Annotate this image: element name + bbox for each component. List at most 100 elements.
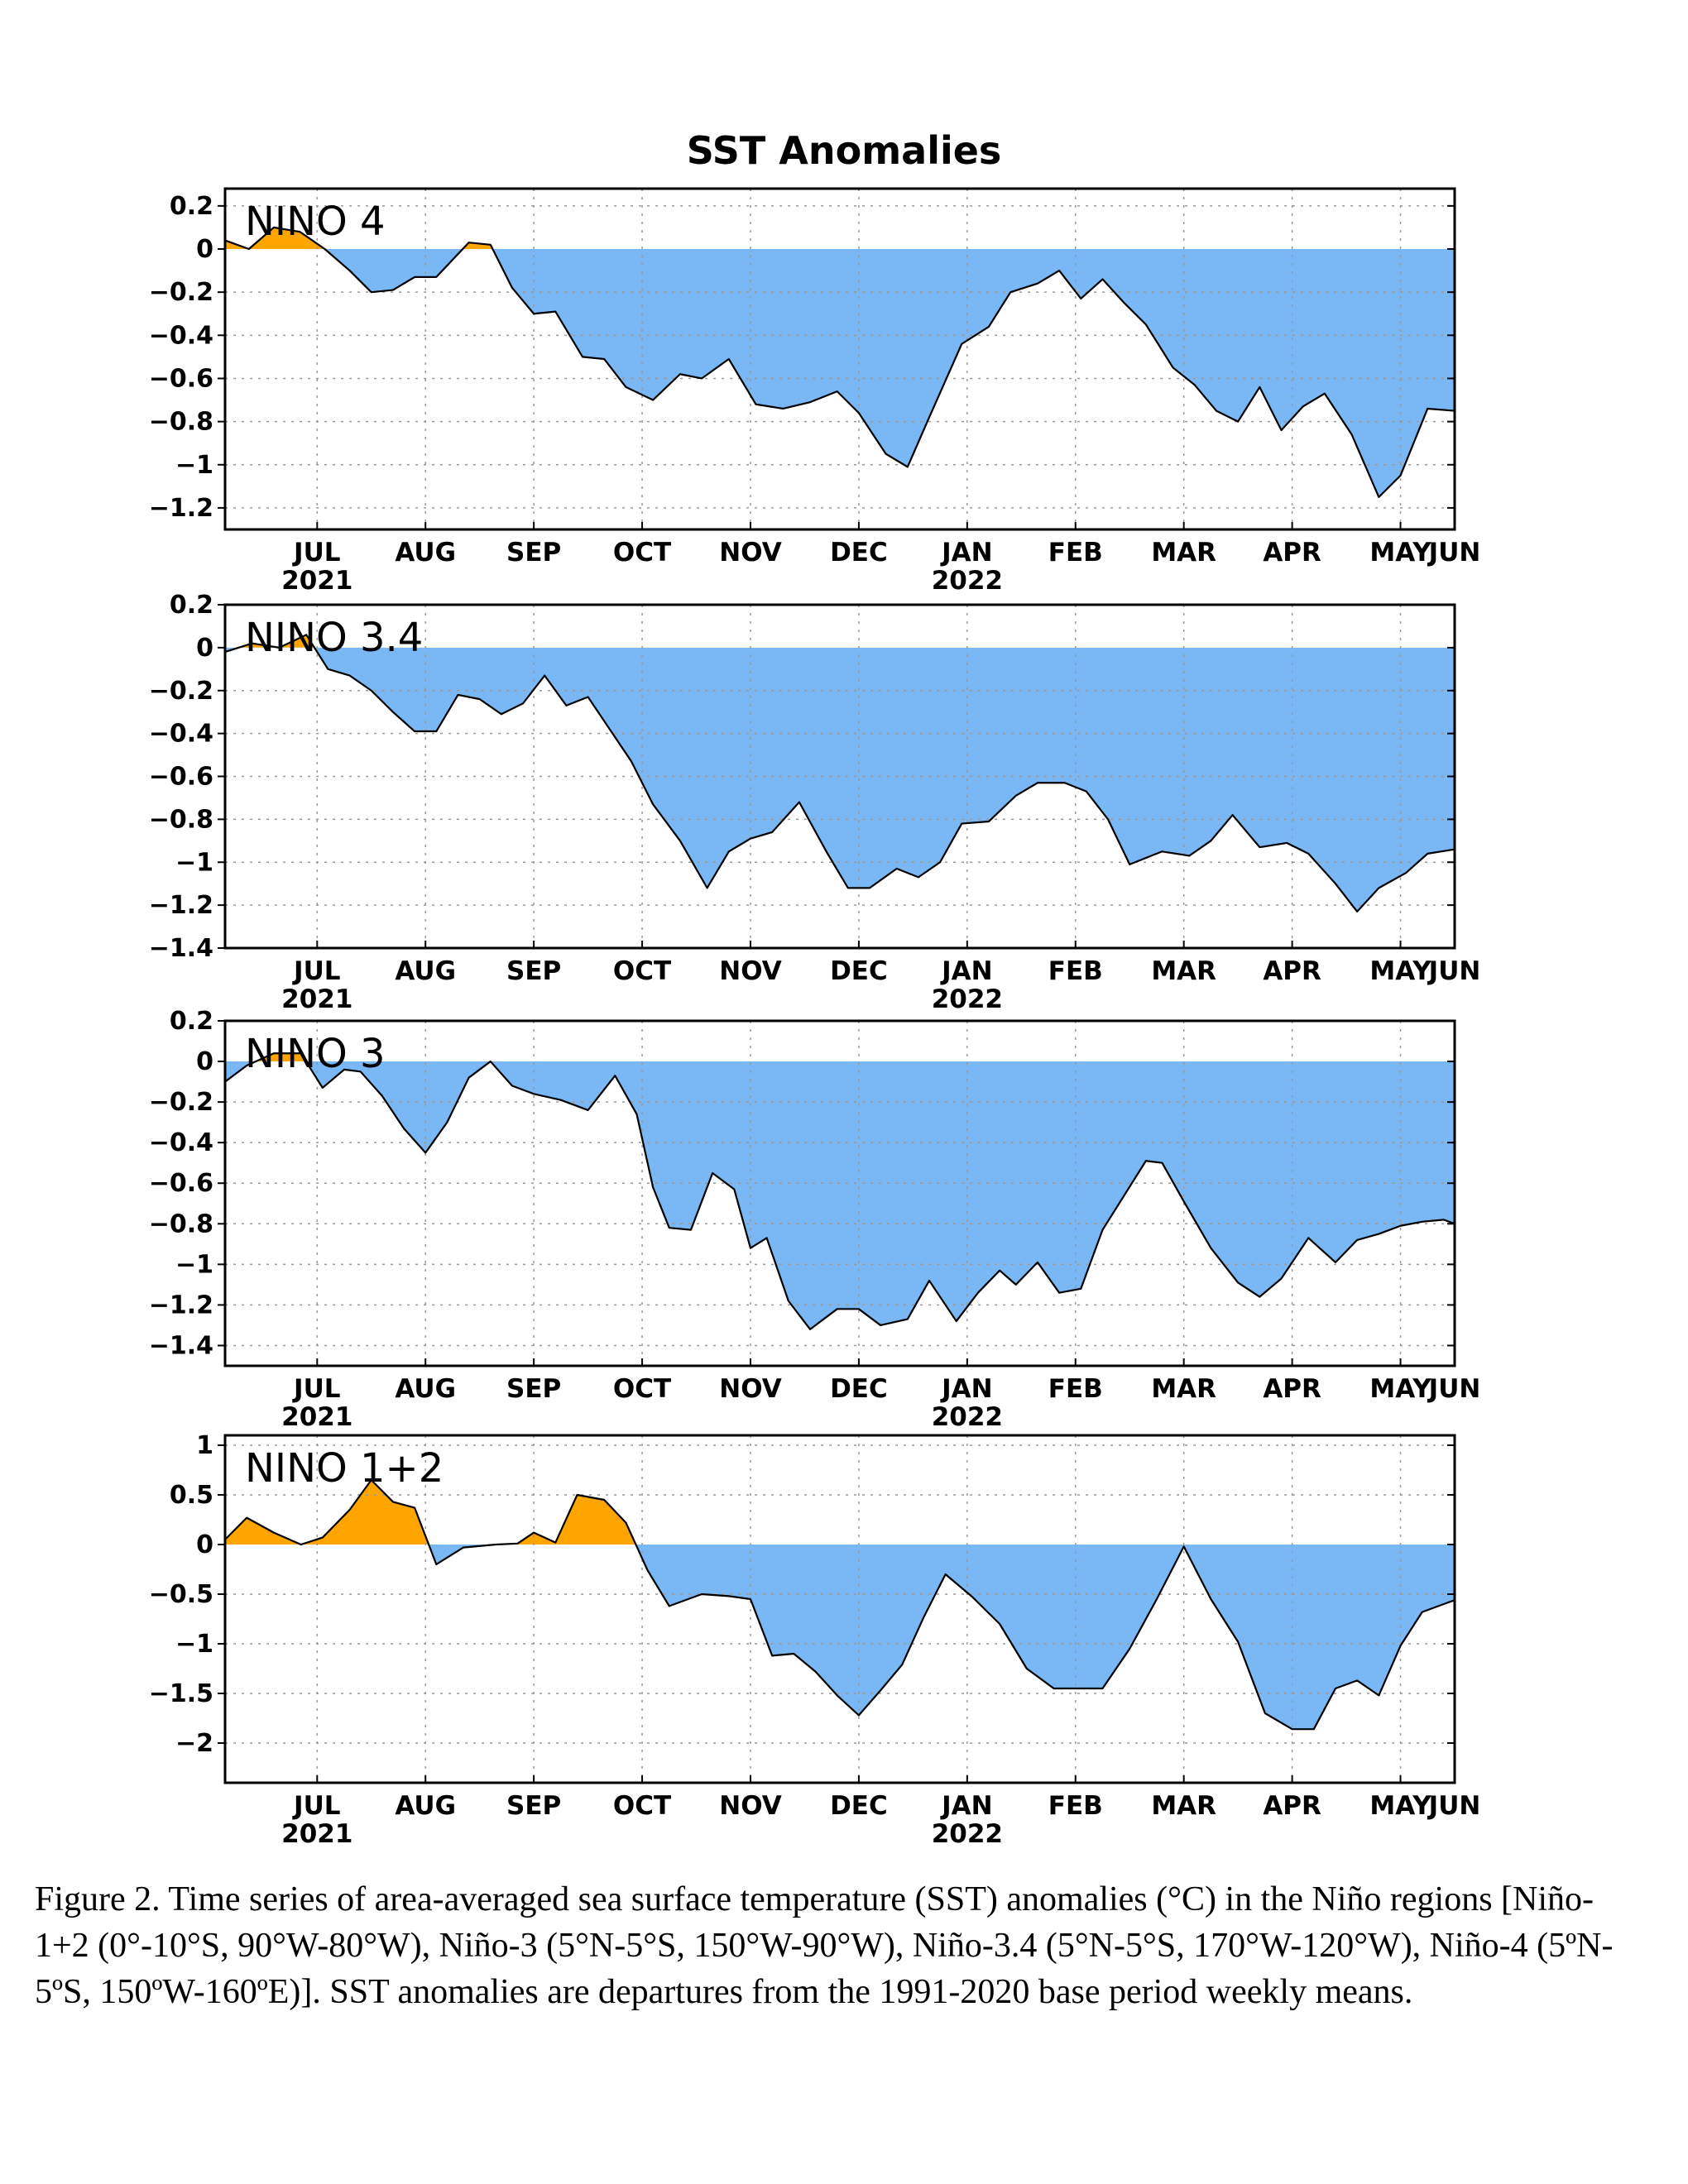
x-tick-year-label: 2021 <box>281 984 352 1014</box>
y-tick-label: −1 <box>175 451 213 480</box>
panel-title: NINO 4 <box>245 199 386 245</box>
x-tick-label: DEC <box>830 1374 888 1404</box>
plot-frame <box>223 187 1456 531</box>
x-tick-year-label: 2022 <box>932 1402 1003 1432</box>
plot-frame <box>223 1019 1456 1367</box>
y-tick-label: −1 <box>175 1250 213 1279</box>
x-tick-label: APR <box>1263 1374 1321 1404</box>
x-tick-label: MAR <box>1151 956 1216 986</box>
y-tick-label: 0.5 <box>170 1481 213 1510</box>
x-tick-label: MAR <box>1151 538 1216 568</box>
y-tick-label: −1.4 <box>149 934 213 963</box>
x-tick-label: DEC <box>830 538 888 568</box>
y-tick-label: −1.2 <box>149 494 213 523</box>
y-tick-label: −0.2 <box>149 677 213 706</box>
x-tick-label: JAN <box>940 1374 992 1404</box>
figure-title: SST Anomalies <box>687 128 1002 173</box>
positive-anomaly-area <box>256 1053 306 1062</box>
y-tick-label: 0.2 <box>170 591 213 620</box>
x-tick-label: JUN <box>1427 1791 1481 1821</box>
y-tick-label: 0 <box>196 1047 213 1076</box>
x-tick-label: JUL <box>292 956 340 986</box>
x-tick-label: APR <box>1263 1791 1321 1821</box>
y-tick-label: −0.4 <box>149 1128 213 1157</box>
x-tick-year-label: 2021 <box>281 1402 352 1432</box>
x-tick-label: FEB <box>1048 538 1103 568</box>
y-tick-label: −1.2 <box>149 1291 213 1320</box>
negative-anomaly-area <box>225 249 1455 497</box>
x-tick-label: AUG <box>395 538 456 568</box>
y-tick-label: −0.6 <box>149 364 213 393</box>
y-tick-label: −0.6 <box>149 1169 213 1198</box>
y-tick-label: −0.4 <box>149 321 213 350</box>
x-tick-label: FEB <box>1048 956 1103 986</box>
x-tick-year-label: 2022 <box>932 1819 1003 1849</box>
x-tick-label: APR <box>1263 956 1321 986</box>
x-tick-label: SEP <box>506 1791 561 1821</box>
x-tick-label: DEC <box>830 1791 888 1821</box>
y-tick-label: −1.4 <box>149 1331 213 1360</box>
x-tick-label: JUN <box>1427 956 1481 986</box>
x-tick-label: JUL <box>292 1791 340 1821</box>
y-tick-label: 0 <box>196 1530 213 1559</box>
y-tick-label: −0.5 <box>149 1580 213 1609</box>
y-tick-label: 0.2 <box>170 192 213 221</box>
y-tick-label: −2 <box>175 1729 213 1758</box>
y-tick-label: −0.2 <box>149 278 213 307</box>
x-tick-label: JUL <box>292 538 340 568</box>
x-tick-label: AUG <box>395 956 456 986</box>
y-tick-label: −1.2 <box>149 891 213 920</box>
x-tick-label: JUL <box>292 1374 340 1404</box>
y-tick-label: 0.2 <box>170 1007 213 1036</box>
x-tick-label: JUN <box>1427 538 1481 568</box>
x-tick-label: OCT <box>613 956 671 986</box>
negative-anomaly-area <box>225 1545 1455 1730</box>
y-tick-label: −0.2 <box>149 1088 213 1117</box>
negative-anomaly-area <box>225 647 1455 912</box>
x-tick-label: MAR <box>1151 1374 1216 1404</box>
x-tick-label: NOV <box>719 956 781 986</box>
x-tick-label: SEP <box>506 1374 561 1404</box>
x-tick-label: JAN <box>940 1791 992 1821</box>
x-tick-label: JAN <box>940 956 992 986</box>
x-tick-label: AUG <box>395 1374 456 1404</box>
x-tick-label: FEB <box>1048 1791 1103 1821</box>
x-tick-label: MAY <box>1369 1374 1431 1404</box>
x-tick-label: FEB <box>1048 1374 1103 1404</box>
x-tick-label: DEC <box>830 956 888 986</box>
x-tick-year-label: 2022 <box>932 566 1003 596</box>
anomaly-series-line <box>225 226 1455 498</box>
figure-caption: Figure 2. Time series of area-averaged s… <box>35 1880 1614 2011</box>
panel-title: NINO 3.4 <box>245 615 423 661</box>
x-tick-year-label: 2022 <box>932 984 1003 1014</box>
y-tick-label: 0 <box>196 634 213 663</box>
y-tick-label: −1 <box>175 848 213 877</box>
panel-title: NINO 1+2 <box>245 1445 444 1492</box>
x-tick-label: NOV <box>719 538 781 568</box>
negative-anomaly-area <box>225 1061 1455 1329</box>
x-tick-year-label: 2021 <box>281 1819 352 1849</box>
x-tick-label: NOV <box>719 1374 781 1404</box>
x-tick-label: OCT <box>613 1374 671 1404</box>
x-tick-label: OCT <box>613 1791 671 1821</box>
positive-anomaly-area <box>225 1480 1455 1545</box>
positive-anomaly-area <box>225 227 493 250</box>
x-tick-label: JAN <box>940 538 992 568</box>
y-tick-label: −0.8 <box>149 408 213 437</box>
x-tick-label: MAR <box>1151 1791 1216 1821</box>
x-tick-label: MAY <box>1369 538 1431 568</box>
x-tick-label: AUG <box>395 1791 456 1821</box>
x-tick-label: JUN <box>1427 1374 1481 1404</box>
x-tick-label: SEP <box>506 538 561 568</box>
y-tick-label: 0 <box>196 235 213 264</box>
anomaly-series-line <box>225 1478 1455 1731</box>
anomaly-series-line <box>225 1052 1455 1330</box>
y-tick-label: −0.6 <box>149 763 213 792</box>
x-tick-label: OCT <box>613 538 671 568</box>
x-tick-label: MAY <box>1369 1791 1431 1821</box>
